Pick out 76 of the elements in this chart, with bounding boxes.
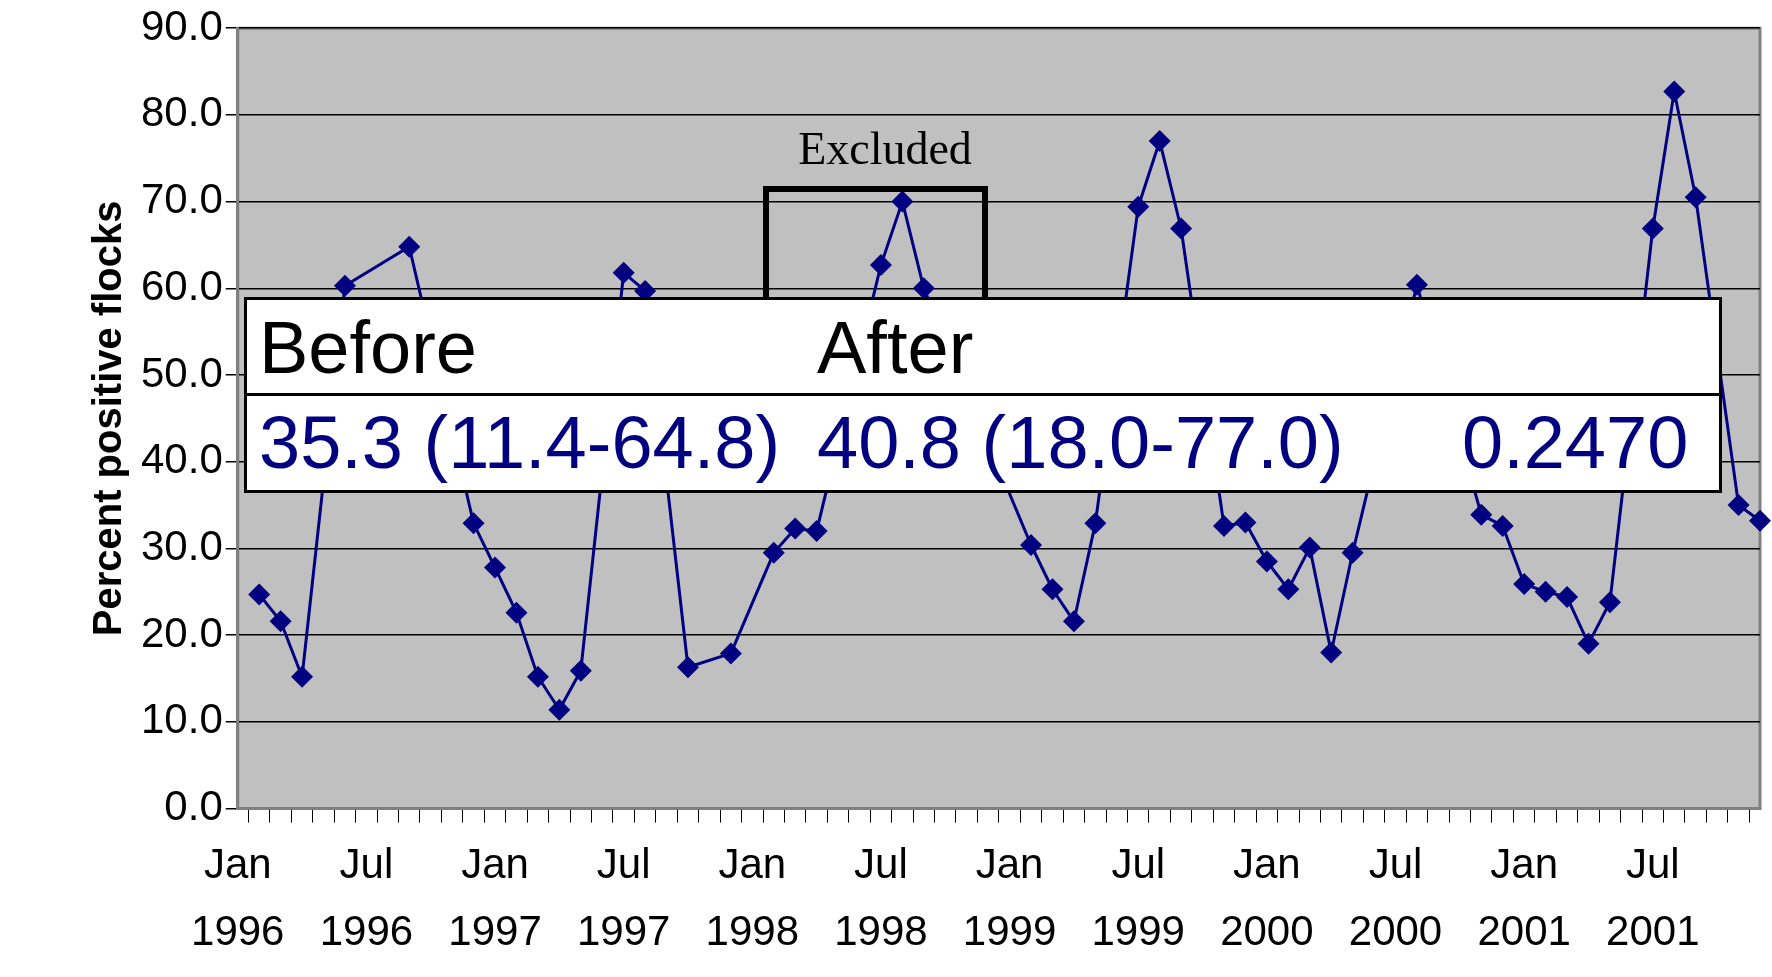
- point: [248, 583, 271, 606]
- point: [505, 601, 528, 624]
- point: [719, 642, 742, 665]
- y-tick-label: 60.0: [140, 261, 223, 309]
- point: [1212, 514, 1235, 537]
- point: [1556, 586, 1579, 609]
- x-tick-label: Jan 1996: [191, 839, 285, 954]
- x-tick-label: Jul 2001: [1606, 839, 1700, 954]
- point: [548, 698, 571, 721]
- annotation: Before: [259, 305, 478, 389]
- point: [291, 665, 314, 688]
- point: [1405, 273, 1428, 296]
- point: [1577, 632, 1600, 655]
- y-tick-label: 0.0: [164, 782, 223, 830]
- point: [1727, 494, 1750, 517]
- annotation: After: [817, 305, 974, 389]
- y-tick-label: 70.0: [140, 175, 223, 223]
- point: [891, 190, 914, 213]
- x-tick-label: Jan 1997: [448, 839, 542, 954]
- point: [1749, 509, 1771, 532]
- y-tick-label: 30.0: [140, 522, 223, 570]
- point: [333, 274, 356, 297]
- y-tick-label: 90.0: [140, 1, 223, 49]
- point: [1148, 129, 1171, 152]
- y-axis-title: Percent positive flocks: [85, 200, 130, 637]
- point: [1084, 512, 1107, 535]
- x-tick-label: Jan 2000: [1220, 839, 1314, 954]
- point: [784, 517, 807, 540]
- x-tick-label: Jul 1996: [319, 839, 414, 954]
- annotation: 35.3 (11.4-64.8): [259, 400, 781, 484]
- y-tick-label: 10.0: [140, 695, 223, 743]
- point: [612, 261, 635, 284]
- point: [1598, 591, 1621, 614]
- x-tick-label: Jan 2001: [1477, 839, 1571, 954]
- point: [1491, 514, 1514, 537]
- point: [1255, 550, 1278, 573]
- x-tick-label: Jul 1999: [1091, 839, 1185, 954]
- point: [526, 665, 549, 688]
- point: [1513, 573, 1536, 596]
- y-tick-label: 50.0: [140, 348, 223, 396]
- point: [1341, 541, 1364, 564]
- point: [398, 235, 421, 258]
- annotation: 40.8 (18.0-77.0): [817, 400, 1344, 484]
- point: [869, 253, 892, 276]
- point: [1298, 536, 1321, 559]
- x-tick-label: Jul 2000: [1348, 839, 1443, 954]
- x-tick-label: Jan 1999: [962, 839, 1057, 954]
- point: [805, 520, 828, 543]
- point: [1663, 80, 1686, 103]
- point: [1170, 217, 1193, 240]
- point: [1320, 641, 1343, 664]
- x-tick-label: Jan 1998: [705, 839, 800, 954]
- point: [1684, 186, 1707, 209]
- point: [1041, 578, 1064, 601]
- point: [1277, 578, 1300, 601]
- point: [269, 610, 292, 633]
- point: [676, 656, 699, 679]
- y-tick-label: 80.0: [140, 88, 223, 136]
- x-tick-label: Jul 1998: [834, 839, 928, 954]
- annotation: Excluded: [797, 122, 973, 175]
- y-tick-label: 40.0: [140, 435, 223, 483]
- point: [1234, 511, 1257, 534]
- point: [1534, 580, 1557, 603]
- point: [1127, 195, 1150, 218]
- point: [569, 659, 592, 682]
- x-tick-label: Jul 1997: [576, 839, 671, 954]
- annotation: 0.2470: [1462, 400, 1689, 484]
- point: [1062, 610, 1085, 633]
- point: [1470, 503, 1493, 526]
- point: [912, 277, 935, 300]
- y-tick-label: 20.0: [140, 608, 223, 656]
- point: [1641, 217, 1664, 240]
- point: [462, 512, 485, 535]
- point: [1020, 534, 1043, 556]
- point: [484, 556, 507, 579]
- point: [762, 541, 785, 564]
